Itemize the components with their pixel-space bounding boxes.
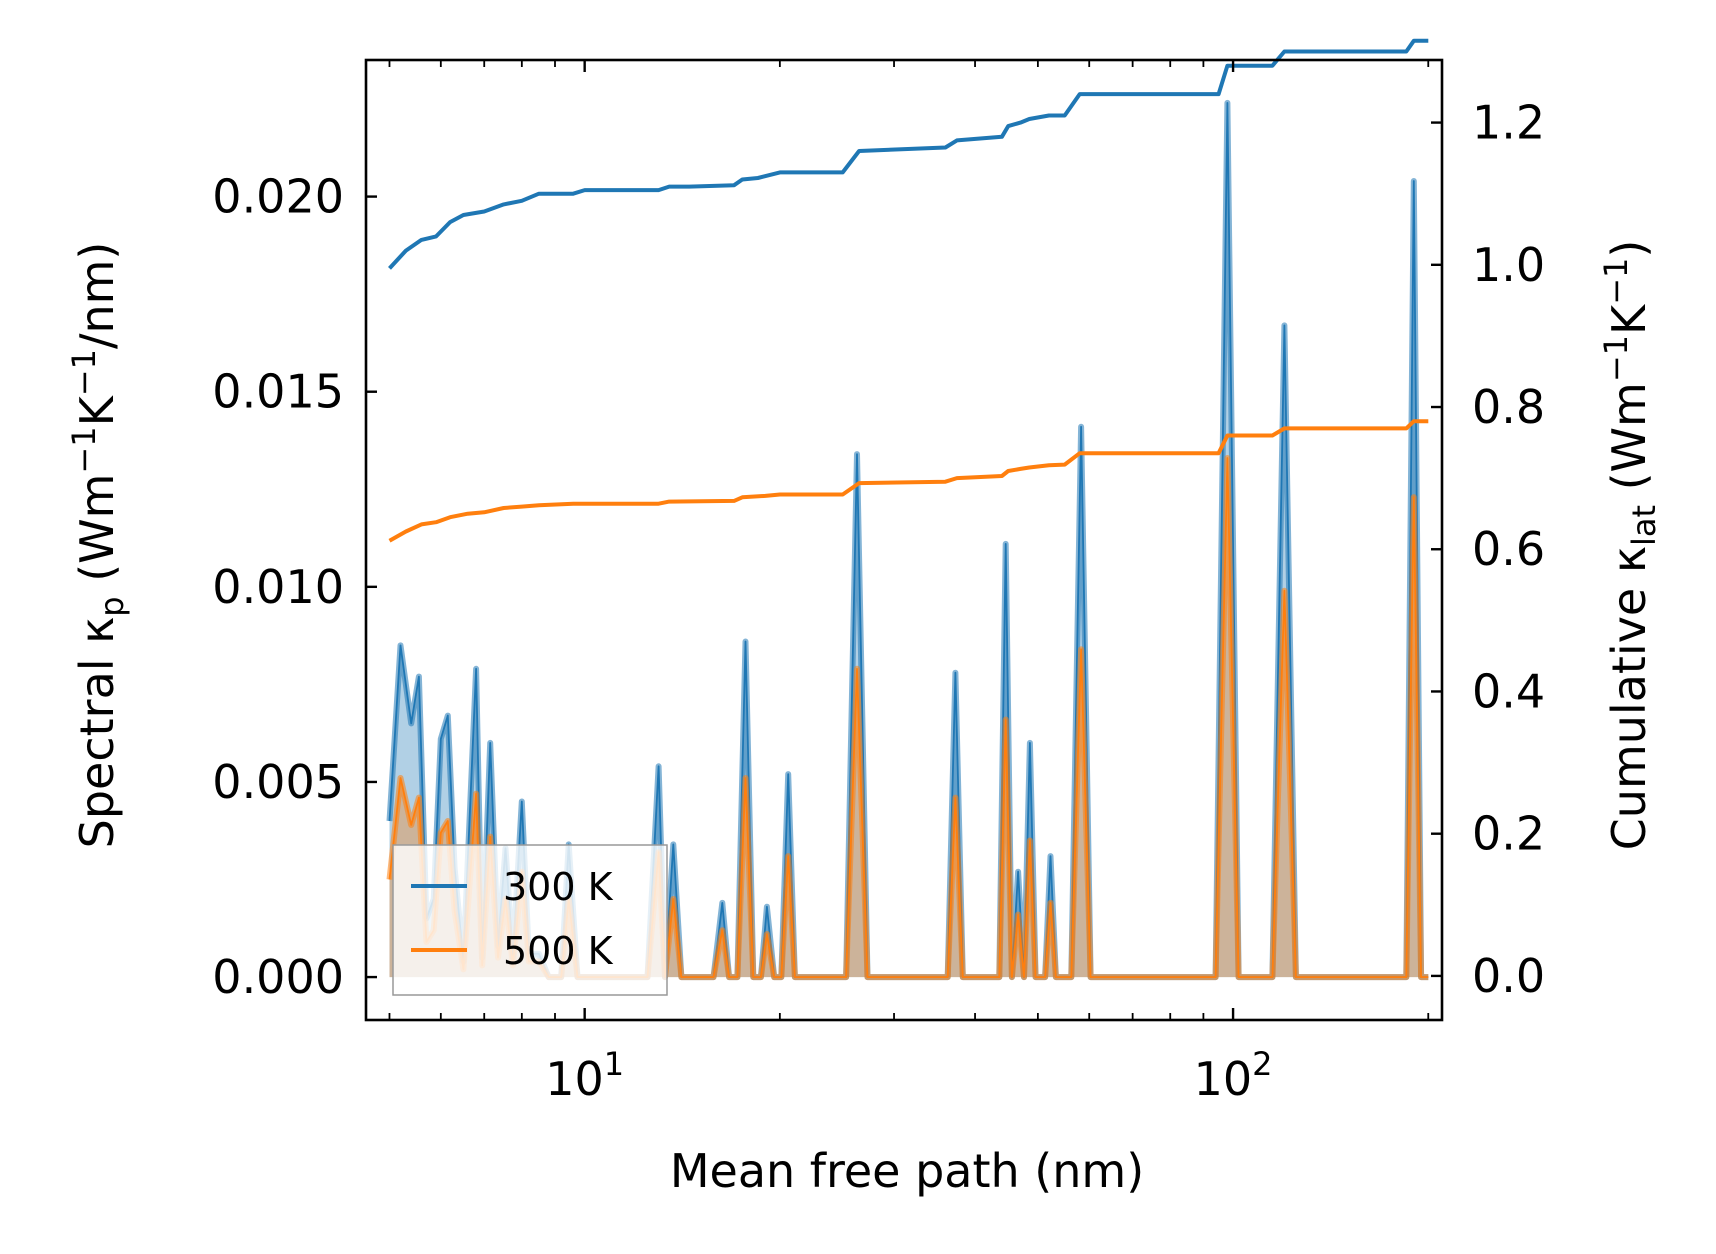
legend-label-300k: 300 K	[503, 865, 614, 909]
y-right-tick-label: 0.4	[1472, 664, 1545, 718]
y-right-tick-label: 0.0	[1472, 949, 1545, 1003]
y-left-title-mid: K	[70, 394, 124, 426]
y-left-title-sub: p	[93, 596, 131, 616]
x-tick-label: 101	[545, 1045, 624, 1106]
legend-label-500k: 500 K	[503, 929, 614, 973]
y-right-tick-label: 0.6	[1472, 522, 1545, 576]
y-right-title-sub: lat	[1625, 505, 1663, 546]
x-axis-title: Mean free path (nm)	[670, 1144, 1144, 1198]
y-right-tick-label: 0.2	[1472, 807, 1545, 861]
legend: 300 K 500 K	[392, 844, 668, 996]
y-right-tick-label: 0.8	[1472, 380, 1545, 434]
y-axis-title-right: Cumulative κlat (Wm−1K−1)	[1597, 240, 1663, 851]
y-right-title-sup2: −1	[1597, 258, 1635, 305]
plot-frame	[364, 58, 1444, 1022]
cumulative-line-500k	[388, 419, 1429, 543]
y-left-title-sup1: −1	[65, 426, 103, 473]
y-left-title-sup2: −1	[65, 349, 103, 396]
legend-box	[392, 844, 668, 996]
cumulative-line-300k	[388, 38, 1429, 270]
y-left-title-main: Spectral κ	[70, 617, 124, 849]
y-axis-title-left: Spectral κp (Wm−1K−1/nm)	[65, 242, 131, 849]
y-left-title-units-close: /nm)	[70, 242, 124, 349]
y-right-title-units-open: (Wm	[1602, 382, 1656, 505]
y-left-tick-label: 0.020	[212, 170, 344, 224]
y-left-tick-label: 0.000	[212, 950, 344, 1004]
y-right-tick-label: 1.0	[1472, 238, 1545, 292]
ticks-layer: 0.000 0.005 0.010 0.015 0.020 0.0 0.2 0.4 0.6 0.8…	[212, 60, 1545, 1106]
x-tick-label: 102	[1194, 1045, 1273, 1106]
y-right-title-mid: K	[1602, 303, 1656, 335]
y-left-tick-label: 0.010	[212, 560, 344, 614]
y-left-tick-label: 0.015	[212, 365, 344, 419]
y-right-title-sup1: −1	[1597, 335, 1635, 382]
y-left-tick-label: 0.005	[212, 755, 344, 809]
y-right-title-units-close: )	[1602, 240, 1656, 258]
y-right-tick-label: 1.2	[1472, 96, 1545, 150]
y-right-title-main: Cumulative κ	[1602, 546, 1656, 850]
y-left-title-units-open: (Wm	[70, 474, 124, 597]
